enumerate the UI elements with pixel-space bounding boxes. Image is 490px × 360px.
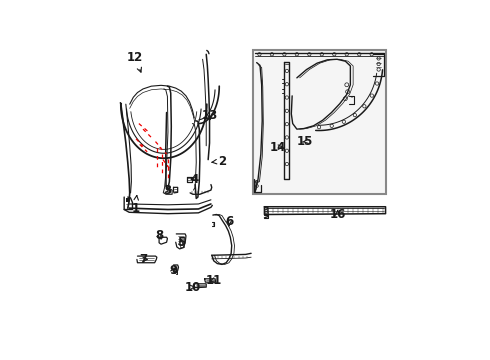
Text: 8: 8 <box>155 229 163 242</box>
Text: 6: 6 <box>225 216 233 229</box>
Text: 3: 3 <box>163 184 172 197</box>
Text: 14: 14 <box>270 141 287 154</box>
Text: 12: 12 <box>127 51 144 72</box>
Text: 5: 5 <box>177 236 185 249</box>
Text: 7: 7 <box>139 253 147 266</box>
Text: 9: 9 <box>170 264 178 277</box>
Text: 1: 1 <box>131 195 139 215</box>
Text: 2: 2 <box>212 154 226 167</box>
Text: 4: 4 <box>190 172 198 185</box>
Text: 10: 10 <box>184 281 200 294</box>
Text: 15: 15 <box>297 135 314 148</box>
Text: 13: 13 <box>202 109 218 122</box>
Text: 11: 11 <box>206 274 222 287</box>
Text: 16: 16 <box>329 208 346 221</box>
Bar <box>252 50 386 194</box>
